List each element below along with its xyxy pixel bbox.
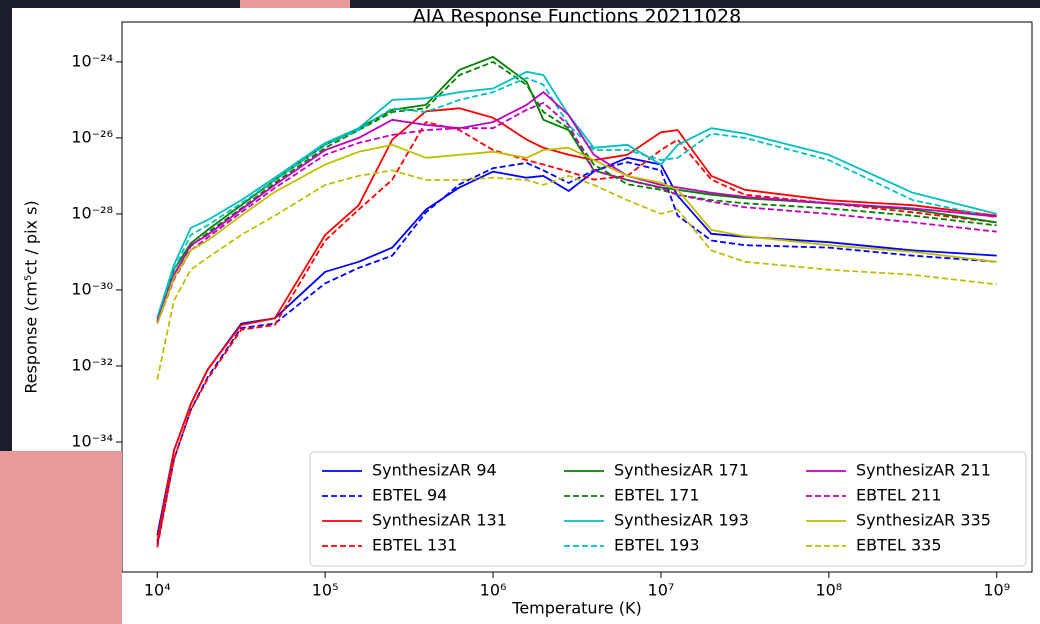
- legend-label: EBTEL 193: [614, 536, 700, 555]
- x-tick-label: 10⁹: [983, 581, 1010, 600]
- x-tick-label: 10⁶: [480, 581, 507, 600]
- legend-label: SynthesizAR 94: [372, 461, 497, 480]
- legend-label: EBTEL 131: [372, 536, 458, 555]
- legend: SynthesizAR 94 EBTEL 94 SynthesizAR 131 EBT…: [310, 452, 1026, 566]
- y-tick-label: 10⁻²⁸: [71, 203, 113, 222]
- legend-label: EBTEL 211: [856, 486, 942, 505]
- legend-label: SynthesizAR 171: [614, 461, 749, 480]
- legend-label: SynthesizAR 335: [856, 511, 991, 530]
- x-axis-label: Temperature (K): [511, 599, 641, 618]
- x-tick-label: 10⁴: [144, 581, 171, 600]
- y-tick-label: 10⁻³²: [71, 355, 113, 374]
- legend-label: SynthesizAR 131: [372, 511, 507, 530]
- legend-label: EBTEL 94: [372, 486, 447, 505]
- legend-label: EBTEL 171: [614, 486, 700, 505]
- legend-label: SynthesizAR 211: [856, 461, 991, 480]
- x-tick-label: 10⁷: [648, 581, 675, 600]
- overlay-patch: [0, 451, 122, 624]
- y-tick-label: 10⁻³⁰: [71, 279, 113, 298]
- x-tick-label: 10⁵: [312, 581, 339, 600]
- page: AIA Response Functions 20211028 Temperat…: [0, 0, 1040, 624]
- chart-title: AIA Response Functions 20211028: [413, 6, 741, 28]
- legend-label: EBTEL 335: [856, 536, 942, 555]
- y-tick-label: 10⁻²⁶: [71, 127, 113, 146]
- y-tick-label: 10⁻³⁴: [71, 431, 113, 450]
- x-tick-label: 10⁸: [815, 581, 842, 600]
- legend-label: SynthesizAR 193: [614, 511, 749, 530]
- y-tick-label: 10⁻²⁴: [71, 51, 113, 70]
- chart: AIA Response Functions 20211028 Temperat…: [0, 0, 1040, 624]
- y-axis-label: Response (cm⁵ct / pix s): [22, 200, 41, 393]
